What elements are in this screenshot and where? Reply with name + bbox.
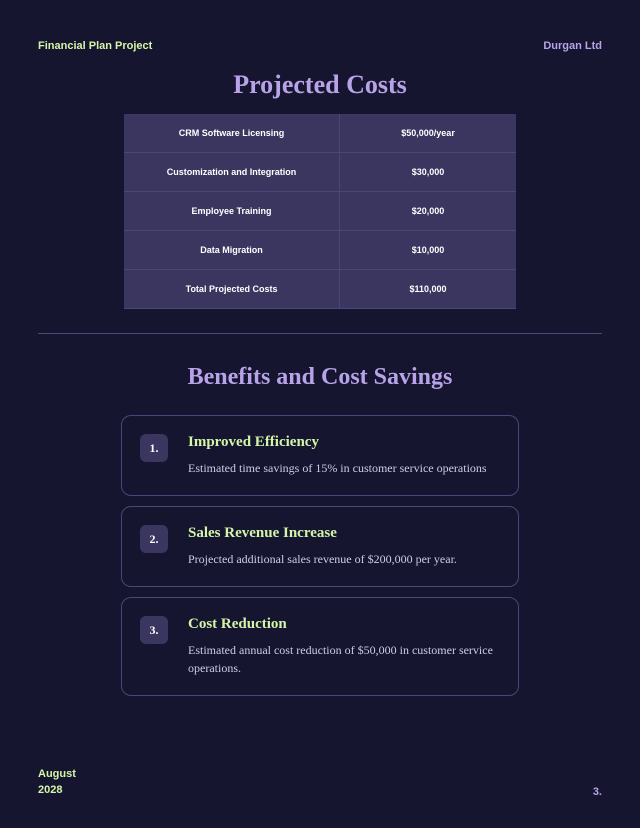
benefit-number-badge: 3.	[140, 616, 168, 644]
footer-month: August	[38, 768, 76, 780]
benefit-card: 3. Cost Reduction Estimated annual cost …	[121, 597, 519, 696]
cost-label: Customization and Integration	[124, 153, 340, 192]
benefit-title: Improved Efficiency	[188, 434, 500, 451]
footer-year: 2028	[38, 784, 62, 796]
benefit-number-badge: 2.	[140, 525, 168, 553]
cost-label: Data Migration	[124, 231, 340, 270]
cost-value: $10,000	[340, 231, 516, 270]
project-title: Financial Plan Project	[38, 40, 152, 52]
costs-section-title: Projected Costs	[38, 70, 602, 100]
cost-value: $30,000	[340, 153, 516, 192]
benefit-number-badge: 1.	[140, 434, 168, 462]
benefit-title: Cost Reduction	[188, 616, 500, 633]
costs-table: CRM Software Licensing $50,000/year Cust…	[124, 114, 516, 309]
footer: August 2028 3.	[38, 767, 602, 798]
footer-page-number: 3.	[593, 786, 602, 798]
table-row: Data Migration $10,000	[124, 231, 516, 270]
company-name: Durgan Ltd	[543, 40, 602, 52]
section-divider	[38, 333, 602, 334]
footer-date: August 2028	[38, 767, 76, 798]
benefit-description: Projected additional sales revenue of $2…	[188, 550, 500, 568]
table-row: Total Projected Costs $110,000	[124, 270, 516, 309]
cost-value: $110,000	[340, 270, 516, 309]
benefit-title: Sales Revenue Increase	[188, 525, 500, 542]
cost-value: $20,000	[340, 192, 516, 231]
cost-label: Employee Training	[124, 192, 340, 231]
benefit-card: 1. Improved Efficiency Estimated time sa…	[121, 415, 519, 496]
benefit-description: Estimated annual cost reduction of $50,0…	[188, 641, 500, 677]
benefit-content: Improved Efficiency Estimated time savin…	[188, 434, 500, 477]
benefits-container: 1. Improved Efficiency Estimated time sa…	[121, 415, 519, 696]
benefits-section-title: Benefits and Cost Savings	[38, 364, 602, 391]
benefit-description: Estimated time savings of 15% in custome…	[188, 459, 500, 477]
benefit-content: Sales Revenue Increase Projected additio…	[188, 525, 500, 568]
table-row: CRM Software Licensing $50,000/year	[124, 114, 516, 153]
table-row: Employee Training $20,000	[124, 192, 516, 231]
table-row: Customization and Integration $30,000	[124, 153, 516, 192]
cost-label: CRM Software Licensing	[124, 114, 340, 153]
header: Financial Plan Project Durgan Ltd	[38, 40, 602, 52]
benefit-content: Cost Reduction Estimated annual cost red…	[188, 616, 500, 677]
benefit-card: 2. Sales Revenue Increase Projected addi…	[121, 506, 519, 587]
cost-label: Total Projected Costs	[124, 270, 340, 309]
cost-value: $50,000/year	[340, 114, 516, 153]
